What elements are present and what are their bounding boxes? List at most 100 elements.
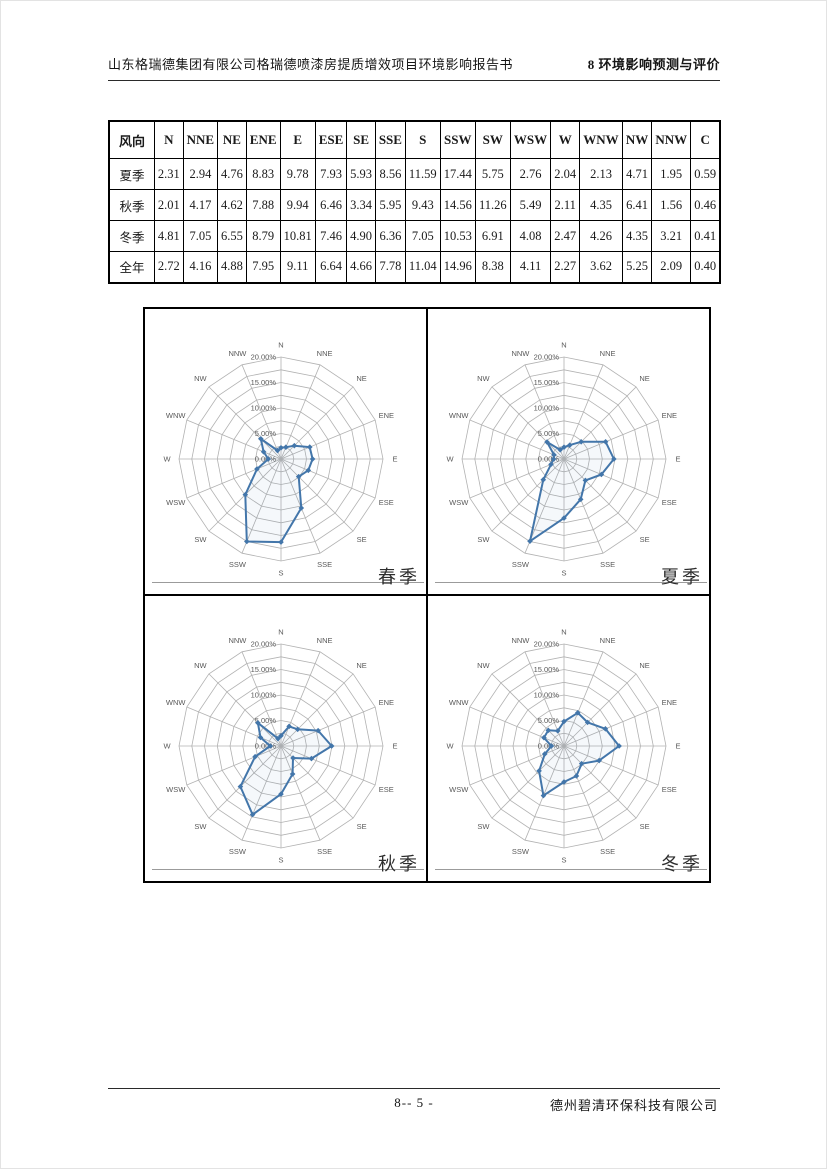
radar-grid-spoke — [469, 458, 565, 499]
radar-data-marker — [257, 734, 264, 741]
wind-table-value-cell: 4.71 — [621, 158, 653, 190]
radar-data-marker — [573, 773, 580, 779]
wind-table-corner-cell: 风向 — [108, 120, 155, 159]
radar-data-marker — [551, 452, 557, 458]
radar-direction-label: ESE — [662, 785, 677, 794]
radar-grid-spoke — [563, 458, 659, 499]
wind-table-value-cell: 2.76 — [509, 158, 552, 190]
wind-table-column-header: NNW — [651, 120, 692, 159]
radar-direction-label: SE — [357, 822, 367, 831]
radar-direction-label: NW — [194, 374, 207, 383]
radar-chart-plot: 0.00% 5.00% 10.00% 15.00% 20.00%N NNE NE ENE E ES… — [446, 341, 680, 578]
radar-direction-label: N — [278, 341, 283, 350]
radar-data-marker — [274, 447, 281, 454]
wind-table-value-cell: 0.46 — [690, 189, 721, 221]
wind-frequency-table: 风向 N NNE NE ENE E ESE SE SSE S SSW SW WSW W WNW NW NNW C … — [108, 120, 721, 284]
radar-axis-tick-label: 20.00% — [251, 640, 277, 649]
wind-table-value-cell: 8.79 — [245, 220, 281, 252]
radar-chart-cell-1: 0.00% 5.00% 10.00% 15.00% 20.00% N NNE NE ENE E ES… — [427, 308, 710, 595]
wind-table-value-cell: 2.13 — [579, 158, 623, 190]
radar-direction-label: WNW — [449, 698, 469, 707]
wind-table-value-cell: 3.21 — [651, 220, 692, 252]
radar-grid-spoke — [186, 706, 282, 747]
radar-direction-label: SW — [477, 535, 490, 544]
radar-grid-spoke — [469, 706, 565, 747]
wind-table-value-cell: 9.78 — [279, 158, 316, 190]
wind-table-value-cell: 5.25 — [621, 251, 653, 283]
wind-table-value-cell: 4.62 — [217, 189, 247, 221]
radar-data-marker — [582, 477, 589, 484]
wind-table-value-cell: 4.35 — [579, 189, 623, 221]
radar-direction-label: SSE — [600, 847, 615, 856]
wind-table-value-cell: 11.59 — [404, 158, 441, 190]
radar-data-marker — [566, 442, 573, 448]
wind-table-value-cell: 11.26 — [474, 189, 511, 221]
page-number: 8-- 5 - — [394, 1095, 434, 1110]
radar-axis-tick-label: 0.00% — [538, 455, 560, 464]
radar-direction-label: ENE — [379, 411, 394, 420]
radar-grid-spoke — [241, 651, 282, 747]
radar-direction-label: W — [163, 455, 171, 464]
radar-direction-label: E — [392, 742, 397, 751]
wind-table-value-cell: 2.11 — [550, 189, 580, 221]
radar-data-marker — [527, 538, 533, 544]
radar-data-marker — [265, 456, 272, 462]
radar-direction-label: SW — [194, 822, 207, 831]
radar-data-marker — [602, 438, 609, 445]
wind-table-value-cell: 1.56 — [651, 189, 692, 221]
wind-table-row-label: 秋季 — [108, 189, 155, 221]
wind-table-head: 风向 N NNE NE ENE E ESE SE SSE S SSW SW WSW W WNW NW NNW C — [108, 120, 721, 159]
radar-data-marker — [548, 743, 555, 749]
radar-grid-spoke — [524, 364, 565, 460]
footer-company-name: 德州碧清环保科技有限公司 — [549, 1098, 718, 1113]
radar-grid-spoke — [241, 458, 282, 554]
radar-direction-label: NNW — [511, 636, 530, 645]
wind-table-header-row: 风向 N NNE NE ENE E ESE SE SSE S SSW SW WSW W WNW NW NNW C — [108, 120, 721, 159]
header-document-title: 山东格瑞德集团有限公司格瑞德喷漆房提质增效项目环境影响报告书 — [108, 57, 514, 72]
wind-table-value-cell: 6.55 — [217, 220, 247, 252]
radar-data-marker — [254, 466, 260, 472]
wind-table-value-cell: 2.47 — [550, 220, 580, 252]
radar-data-marker — [561, 779, 567, 785]
wind-table-column-header: W — [550, 120, 580, 159]
wind-table-value-cell: 8.38 — [474, 251, 511, 283]
radar-axis-tick-label: 5.00% — [538, 716, 560, 725]
wind-table-value-cell: 6.46 — [314, 189, 348, 221]
wind-table-value-cell: 4.81 — [154, 220, 184, 252]
radar-direction-label: WSW — [449, 498, 469, 507]
radar-direction-label: NE — [639, 374, 649, 383]
radar-chart-plot: 0.00% 5.00% 10.00% 15.00% 20.00%N NNE NE ENE E ES… — [163, 628, 397, 865]
radar-grid-spoke — [280, 745, 376, 786]
radar-direction-label: W — [446, 455, 454, 464]
radar-direction-label: W — [446, 742, 454, 751]
wind-table-value-cell: 7.05 — [182, 220, 219, 252]
wind-table-value-cell: 7.95 — [245, 251, 281, 283]
radar-axis-tick-label: 10.00% — [251, 691, 277, 700]
radar-direction-label: N — [561, 628, 566, 637]
wind-table-row: 秋季 2.01 4.17 4.62 7.88 9.94 6.46 3.34 5.95 9.43 14… — [108, 189, 721, 221]
radar-direction-label: NNW — [228, 349, 247, 358]
radar-data-marker — [242, 491, 249, 498]
radar-grid-spoke — [563, 706, 659, 747]
wind-table-column-header: C — [690, 120, 721, 159]
radar-direction-label: SSE — [317, 560, 332, 569]
page-footer: 8-- 5 - 德州碧清环保科技有限公司 — [108, 1088, 720, 1117]
wind-table-value-cell: 6.64 — [314, 251, 348, 283]
radar-axis-tick-label: 0.00% — [538, 742, 560, 751]
wind-table-row-label: 夏季 — [108, 158, 155, 190]
radar-direction-label: ENE — [662, 698, 677, 707]
radar-direction-label: W — [163, 742, 171, 751]
radar-direction-label: WSW — [166, 498, 186, 507]
chart-season-caption: 春季 — [378, 567, 420, 587]
radar-axis-tick-label: 15.00% — [534, 665, 560, 674]
radar-grid-spoke — [563, 386, 637, 460]
wind-table-row: 夏季 2.31 2.94 4.76 8.83 9.78 7.93 5.93 8.56 11.59 1… — [108, 158, 721, 190]
radar-direction-label: NNW — [228, 636, 247, 645]
wind-table-value-cell: 4.76 — [217, 158, 247, 190]
chart-season-caption: 夏季 — [661, 567, 703, 587]
header-chapter-title: 8 环境影响预测与评价 — [587, 57, 720, 72]
radar-direction-label: ESE — [379, 785, 394, 794]
radar-chart-cell-2: 0.00% 5.00% 10.00% 15.00% 20.00% N NNE NE ENE E ES… — [144, 595, 427, 882]
wind-table-column-header: ENE — [245, 120, 281, 159]
